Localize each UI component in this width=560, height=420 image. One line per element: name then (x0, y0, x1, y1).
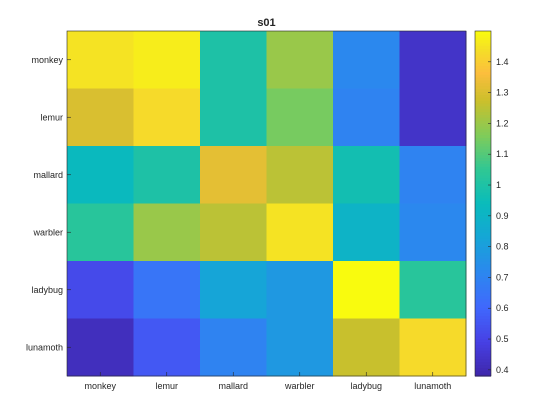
colorbar-tick-label: 0.9 (496, 211, 509, 221)
colorbar-tick-label: 1.4 (496, 57, 509, 67)
heatmap-cell-warbler-lunamoth (400, 204, 467, 262)
heatmap-cell-ladybug-mallard (200, 261, 267, 319)
heatmap-cells (67, 31, 467, 377)
heatmap-cell-lunamoth-lunamoth (400, 319, 467, 377)
heatmap-cell-ladybug-monkey (67, 261, 134, 319)
x-tick-label: mallard (218, 381, 248, 391)
y-tick-label: monkey (31, 55, 63, 65)
colorbar-tick-label: 1.3 (496, 88, 509, 98)
x-tick-label: monkey (84, 381, 116, 391)
heatmap-cell-monkey-ladybug (333, 31, 400, 89)
heatmap-cell-ladybug-ladybug (333, 261, 400, 319)
heatmap-cell-warbler-ladybug (333, 204, 400, 262)
y-tick-label: ladybug (31, 285, 63, 295)
heatmap-cell-lunamoth-monkey (67, 319, 134, 377)
colorbar-tick-label: 1.1 (496, 149, 509, 159)
heatmap-cell-mallard-mallard (200, 146, 267, 204)
heatmap-cell-lunamoth-warbler (267, 319, 334, 377)
heatmap-cell-lemur-lemur (134, 89, 201, 147)
heatmap-cell-ladybug-lemur (134, 261, 201, 319)
heatmap-cell-lemur-mallard (200, 89, 267, 147)
heatmap-cell-warbler-mallard (200, 204, 267, 262)
heatmap-cell-warbler-lemur (134, 204, 201, 262)
heatmap-cell-ladybug-warbler (267, 261, 334, 319)
heatmap-cell-lunamoth-lemur (134, 319, 201, 377)
colorbar-tick-label: 1.2 (496, 118, 509, 128)
x-tick-label: lunamoth (414, 381, 451, 391)
heatmap-cell-mallard-warbler (267, 146, 334, 204)
heatmap-cell-ladybug-lunamoth (400, 261, 467, 319)
heatmap-cell-monkey-monkey (67, 31, 134, 89)
heatmap-cell-lemur-monkey (67, 89, 134, 147)
colorbar-segment (475, 31, 491, 34)
x-tick-label: warbler (284, 381, 315, 391)
heatmap-cell-lemur-lunamoth (400, 89, 467, 147)
heatmap-cell-monkey-lemur (134, 31, 201, 89)
colorbar-tick-label: 1 (496, 180, 501, 190)
y-tick-labels: monkey lemur mallard warbler ladybug lunamoth (26, 55, 71, 353)
heatmap-cell-lunamoth-mallard (200, 319, 267, 377)
heatmap-cell-warbler-monkey (67, 204, 134, 262)
heatmap-cell-lunamoth-ladybug (333, 319, 400, 377)
colorbar-tick-label: 0.7 (496, 272, 509, 282)
colorbar: 0.4 0.5 0.6 0.7 0.8 0.9 1 1.1 1.2 1.3 1.4 (475, 31, 509, 377)
heatmap-cell-lemur-ladybug (333, 89, 400, 147)
colorbar-tick-label: 0.6 (496, 303, 509, 313)
heatmap-cell-mallard-monkey (67, 146, 134, 204)
heatmap-cell-monkey-lunamoth (400, 31, 467, 89)
colorbar-tick-label: 0.4 (496, 365, 509, 375)
x-tick-label: lemur (155, 381, 178, 391)
colorbar-tick-label: 0.8 (496, 242, 509, 252)
heatmap-cell-warbler-warbler (267, 204, 334, 262)
y-tick-label: warbler (32, 227, 63, 237)
x-tick-label: ladybug (350, 381, 382, 391)
colorbar-tick-label: 0.5 (496, 334, 509, 344)
y-tick-label: lunamoth (26, 342, 63, 352)
y-tick-label: mallard (33, 170, 63, 180)
heatmap-cell-mallard-ladybug (333, 146, 400, 204)
heatmap-cell-lemur-warbler (267, 89, 334, 147)
heatmap-cell-monkey-mallard (200, 31, 267, 89)
heatmap-cell-mallard-lunamoth (400, 146, 467, 204)
heatmap-cell-mallard-lemur (134, 146, 201, 204)
chart-title: s01 (257, 17, 275, 29)
heatmap-cell-monkey-warbler (267, 31, 334, 89)
y-tick-label: lemur (40, 112, 63, 122)
